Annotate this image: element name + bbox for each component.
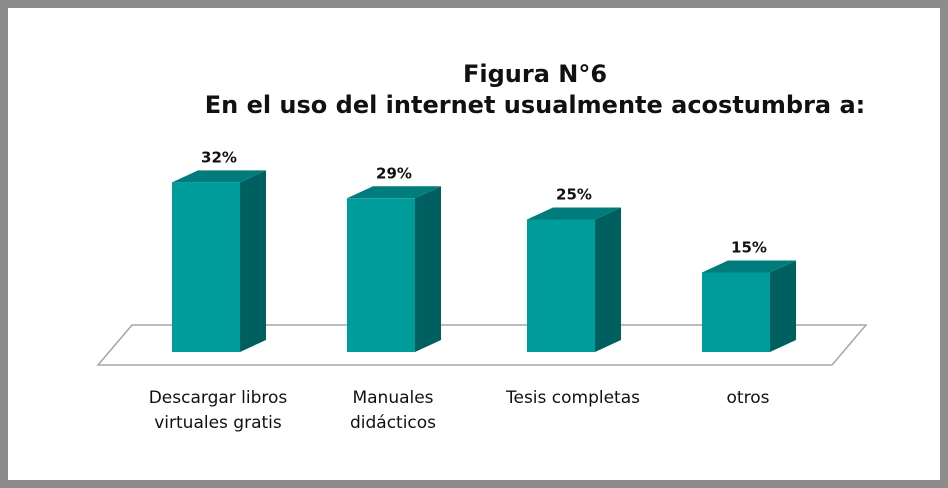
x-tick-label: Descargar libros virtuales gratis: [148, 388, 288, 433]
data-label: 32%: [201, 148, 237, 166]
bar-top: [702, 260, 796, 273]
data-label: 15%: [731, 239, 767, 257]
bar: [172, 182, 240, 352]
bar: [702, 272, 770, 352]
floor: [96, 324, 868, 366]
bar: [527, 219, 595, 352]
x-tick-label: Tesis completas: [505, 388, 641, 408]
chart-subtitle: En el uso del internet usualmente acostu…: [205, 91, 866, 119]
bar: [347, 198, 415, 352]
bar-side: [240, 170, 266, 352]
bar-top: [347, 186, 441, 199]
bar-top: [527, 207, 621, 220]
bar-top: [172, 170, 266, 183]
x-tick-label: Manuales didácticos: [349, 388, 437, 433]
bar-side: [595, 207, 621, 352]
data-label: 25%: [556, 186, 592, 204]
bar-side: [770, 260, 796, 352]
chart-title: Figura N°6: [463, 60, 607, 88]
bar-side: [415, 186, 441, 352]
x-tick-label: otros: [726, 388, 770, 408]
data-label: 29%: [376, 164, 412, 182]
